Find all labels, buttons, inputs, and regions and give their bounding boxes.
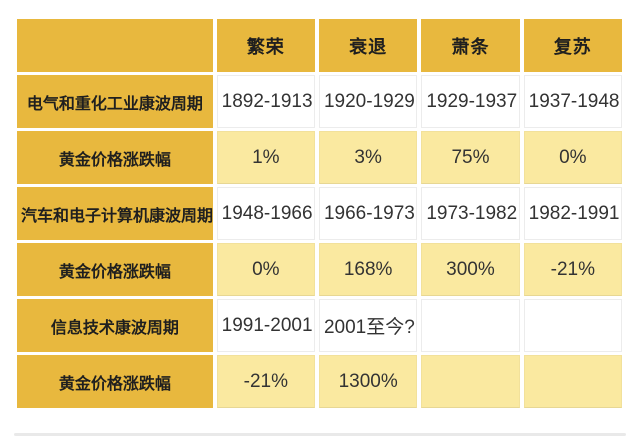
gold-change-cell: -21%	[216, 355, 315, 408]
gold-change-cell: 0%	[216, 243, 315, 296]
gold-change-cell: 300%	[421, 243, 520, 296]
kondratiev-gold-table: 繁荣 衰退 萧条 复苏 电气和重化工业康波周期 1892-1913 1920-1…	[13, 16, 626, 411]
bottom-divider	[14, 433, 626, 436]
gold-change-cell: 3%	[318, 131, 418, 184]
row-label: 汽车和电子计算机康波周期	[17, 187, 213, 240]
gold-change-cell-empty	[421, 355, 520, 408]
header-row: 繁荣 衰退 萧条 复苏	[17, 19, 622, 72]
table-row-gold-change-2: 黄金价格涨跌幅 0% 168% 300% -21%	[17, 243, 622, 296]
period-cell-empty	[421, 299, 520, 352]
period-cell: 1973-1982	[421, 187, 520, 240]
table-row-gold-change-3: 黄金价格涨跌幅 -21% 1300%	[17, 355, 622, 408]
period-cell: 1966-1973	[318, 187, 418, 240]
row-label: 信息技术康波周期	[17, 299, 213, 352]
period-cell: 1920-1929	[318, 75, 418, 128]
gold-change-cell-empty	[523, 355, 622, 408]
period-cell: 1929-1937	[421, 75, 520, 128]
row-label: 黄金价格涨跌幅	[17, 243, 213, 296]
table-row-gold-change-1: 黄金价格涨跌幅 1% 3% 75% 0%	[17, 131, 622, 184]
header-cell-empty	[17, 19, 213, 72]
header-cell-recession: 衰退	[318, 19, 418, 72]
period-cell: 1982-1991	[523, 187, 622, 240]
period-cell-empty	[523, 299, 622, 352]
period-cell: 1948-1966	[216, 187, 315, 240]
gold-change-cell: 168%	[318, 243, 418, 296]
gold-change-cell: 1300%	[318, 355, 418, 408]
header-cell-recovery: 复苏	[523, 19, 622, 72]
gold-change-cell: 1%	[216, 131, 315, 184]
period-cell: 1991-2001	[216, 299, 315, 352]
gold-change-cell: -21%	[523, 243, 622, 296]
period-cell: 1892-1913	[216, 75, 315, 128]
table-row-period-2: 汽车和电子计算机康波周期 1948-1966 1966-1973 1973-19…	[17, 187, 622, 240]
table-row-period-3: 信息技术康波周期 1991-2001 2001至今?	[17, 299, 622, 352]
table-row-period-1: 电气和重化工业康波周期 1892-1913 1920-1929 1929-193…	[17, 75, 622, 128]
gold-change-cell: 0%	[523, 131, 622, 184]
row-label: 黄金价格涨跌幅	[17, 355, 213, 408]
row-label: 电气和重化工业康波周期	[17, 75, 213, 128]
period-cell: 2001至今?	[318, 299, 418, 352]
gold-change-cell: 75%	[421, 131, 520, 184]
header-cell-prosperity: 繁荣	[216, 19, 315, 72]
row-label: 黄金价格涨跌幅	[17, 131, 213, 184]
header-cell-depression: 萧条	[421, 19, 520, 72]
period-cell: 1937-1948	[523, 75, 622, 128]
